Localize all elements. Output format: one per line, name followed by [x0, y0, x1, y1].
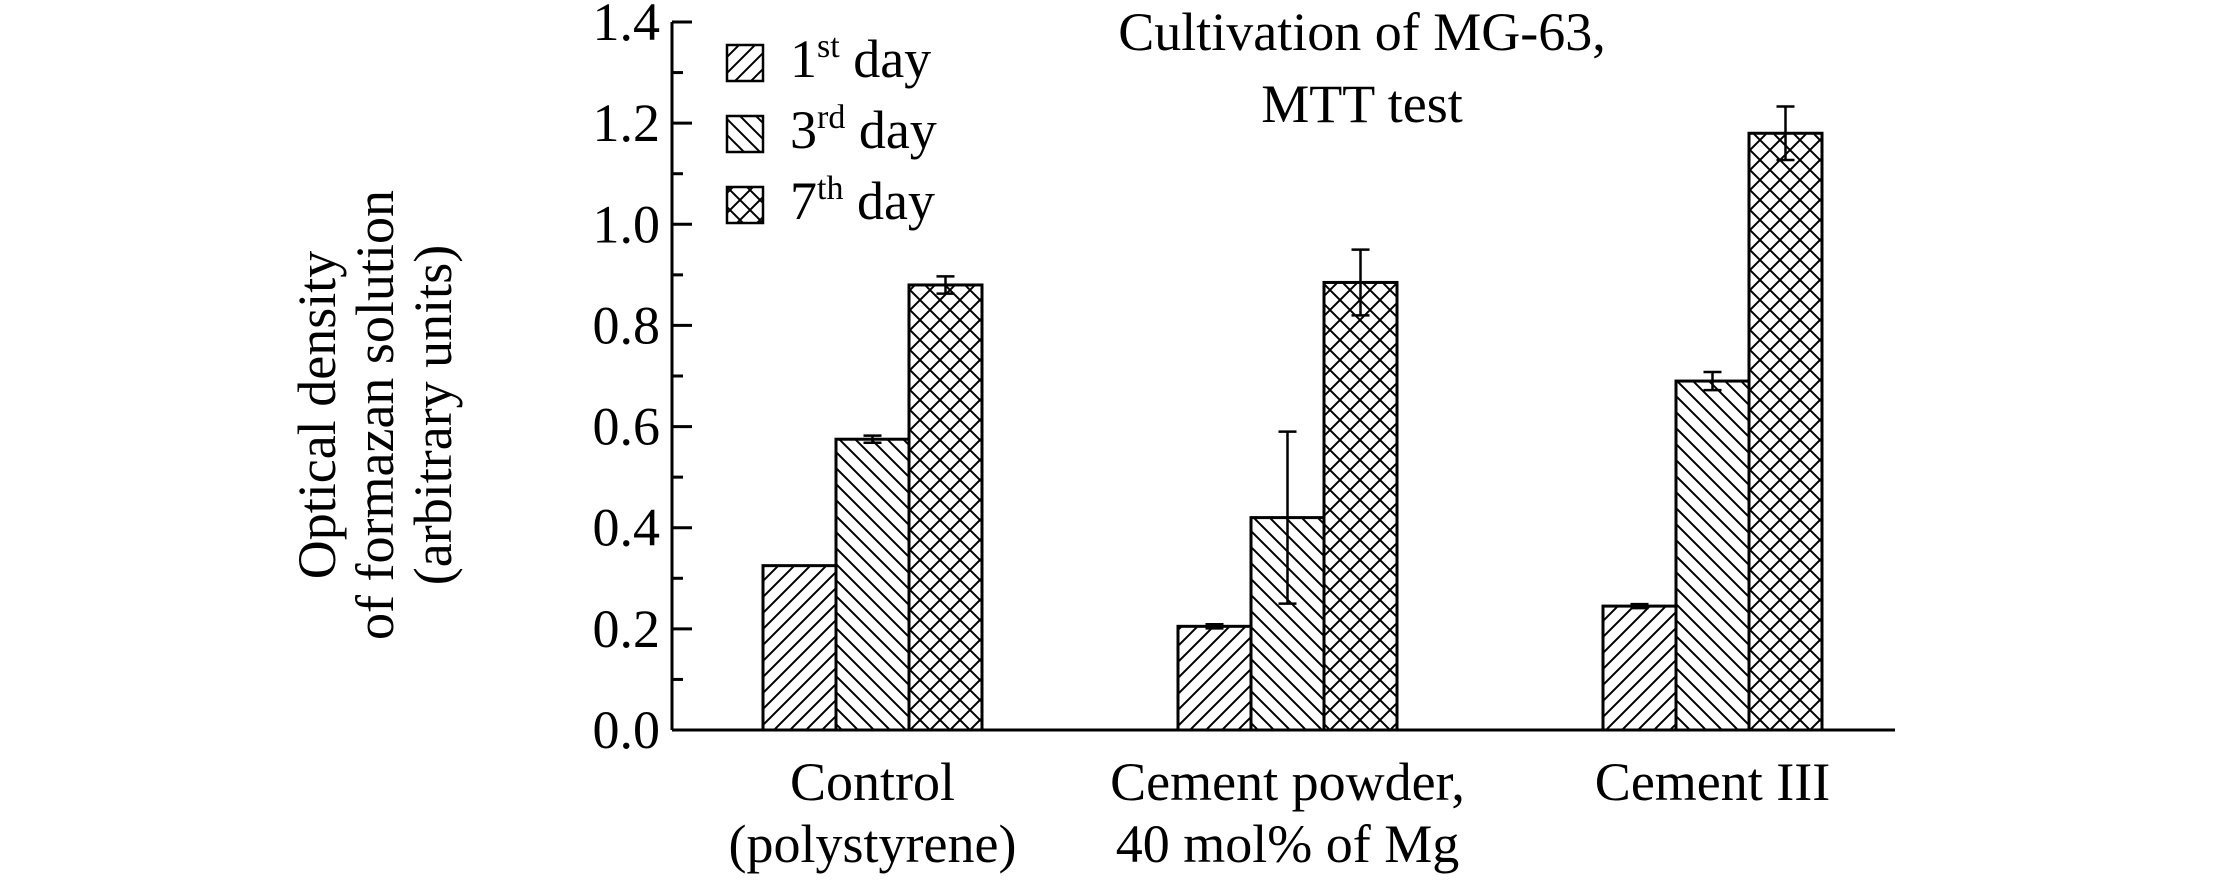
bar-series-3-cat-3 — [1747, 131, 1824, 732]
bar-series-3-cat-1 — [907, 283, 984, 732]
bar-series-1-cat-1 — [761, 564, 838, 732]
error-bar-series-1-cat-2 — [1205, 623, 1224, 630]
y-tick-label: 0.8 — [593, 295, 661, 355]
y-axis-label-line-2: of formazan solution — [345, 190, 405, 640]
error-bar-series-1-cat-3 — [1630, 602, 1649, 610]
legend-swatch — [725, 114, 765, 154]
y-tick-label: 1.4 — [593, 0, 661, 52]
legend-swatch — [725, 185, 765, 225]
bar-series-2-cat-3 — [1674, 379, 1751, 732]
error-bar-series-3-cat-1 — [936, 275, 955, 295]
legend-label: 1st day — [790, 28, 931, 89]
legend-item-2: 3rd day — [725, 99, 937, 160]
y-axis-label-line-3: (arbitrary units) — [403, 245, 463, 585]
legend-item-3: 7th day — [725, 170, 935, 231]
axes: 0.0 0.2 0.4 0.6 0.8 1.0 1.2 1.4 — [593, 0, 1895, 760]
y-tick-label: 1.0 — [593, 194, 661, 254]
category-label-1-line-2: (polystyrene) — [729, 814, 1017, 874]
category-label-2-line-2: 40 mol% of Mg — [1116, 814, 1460, 874]
category-labels: Control(polystyrene) Cement powder,40 mol… — [729, 752, 1831, 874]
chart-title-line-1: Cultivation of MG-63, — [1118, 2, 1605, 62]
legend-item-1: 1st day — [725, 28, 931, 89]
category-label-2-line-1: Cement powder, — [1110, 752, 1465, 812]
y-tick-label: 0.2 — [593, 599, 661, 659]
error-bar-series-3-cat-3 — [1776, 105, 1795, 162]
y-tick-label: 0.0 — [593, 700, 661, 760]
y-tick-label: 0.4 — [593, 498, 661, 558]
category-label-1-line-1: Control — [790, 752, 955, 812]
y-tick-label: 0.6 — [593, 397, 661, 457]
legend-label: 3rd day — [790, 99, 937, 160]
bar-series-3-cat-2 — [1322, 280, 1399, 732]
y-axis-label: Optical density of formazan solution (ar… — [287, 190, 463, 640]
bar-series-2-cat-1 — [834, 437, 911, 732]
bars — [761, 131, 1824, 732]
error-bar-series-2-cat-3 — [1703, 370, 1722, 392]
y-axis-label-line-1: Optical density — [287, 251, 347, 579]
bar-series-1-cat-2 — [1176, 624, 1253, 732]
error-bar-series-2-cat-2 — [1278, 430, 1297, 605]
category-label-3-line-1: Cement III — [1595, 752, 1830, 812]
error-bars — [863, 105, 1795, 630]
error-bar-series-2-cat-1 — [863, 434, 882, 445]
chart-title-line-2: MTT test — [1261, 74, 1463, 134]
legend: 1st day 3rd day 7th day — [725, 28, 937, 231]
bar-series-1-cat-3 — [1601, 604, 1678, 732]
error-bar-series-3-cat-2 — [1351, 248, 1370, 317]
legend-label: 7th day — [790, 170, 935, 231]
legend-swatch — [725, 43, 765, 83]
y-tick-label: 1.2 — [593, 93, 661, 153]
